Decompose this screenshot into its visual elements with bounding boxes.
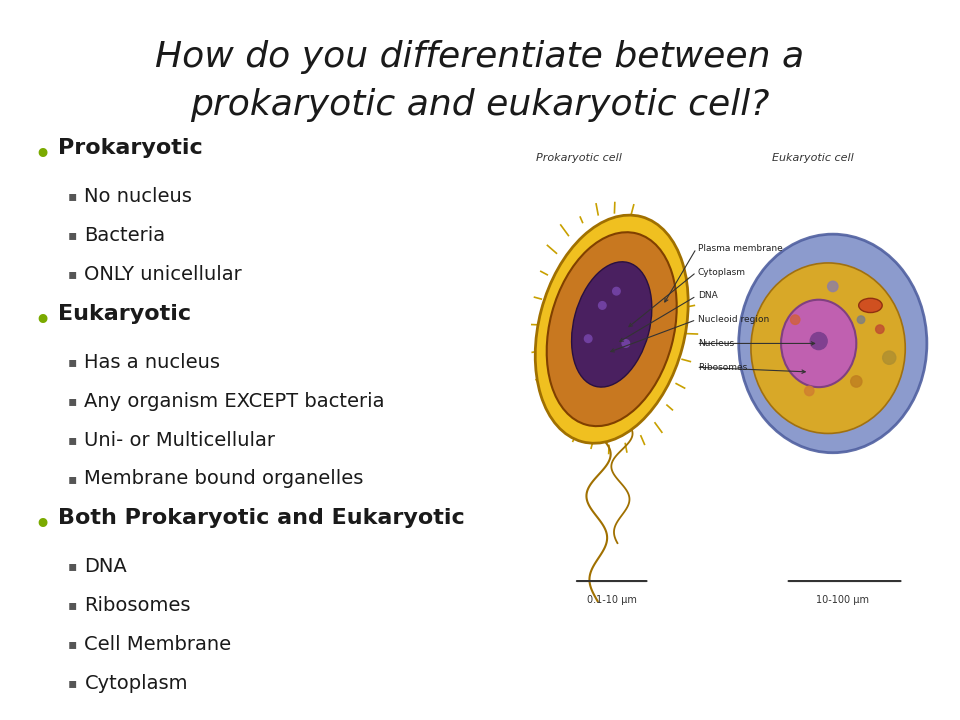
Text: Cytoplasm: Cytoplasm [698, 268, 746, 276]
Circle shape [790, 315, 800, 325]
Ellipse shape [858, 298, 882, 312]
Text: ▪: ▪ [68, 267, 78, 281]
Circle shape [857, 316, 865, 323]
Text: DNA: DNA [698, 292, 717, 300]
Text: ▪: ▪ [68, 433, 78, 446]
Ellipse shape [781, 300, 856, 387]
Text: Both Prokaryotic and Eukaryotic: Both Prokaryotic and Eukaryotic [58, 508, 465, 528]
Circle shape [851, 376, 862, 387]
Ellipse shape [536, 215, 688, 444]
Ellipse shape [738, 234, 927, 453]
Text: ▪: ▪ [68, 228, 78, 242]
Text: Plasma membrane: Plasma membrane [698, 244, 782, 253]
Text: How do you differentiate between a: How do you differentiate between a [156, 40, 804, 73]
Text: Prokaryotic cell: Prokaryotic cell [537, 153, 622, 163]
Text: Membrane bound organelles: Membrane bound organelles [84, 469, 364, 488]
Text: ▪: ▪ [68, 676, 78, 690]
Text: 10-100 µm: 10-100 µm [816, 595, 869, 606]
Text: ▪: ▪ [68, 637, 78, 651]
Ellipse shape [751, 263, 905, 433]
Circle shape [876, 325, 884, 333]
Circle shape [612, 287, 620, 295]
Text: No nucleus: No nucleus [84, 187, 192, 206]
Text: 0.1-10 µm: 0.1-10 µm [587, 595, 636, 606]
Circle shape [882, 351, 896, 364]
Circle shape [828, 282, 838, 292]
Text: Prokaryotic: Prokaryotic [58, 138, 203, 158]
Text: ▪: ▪ [68, 394, 78, 408]
Text: Cytoplasm: Cytoplasm [84, 674, 188, 693]
Text: Bacteria: Bacteria [84, 226, 166, 245]
Text: Uni- or Multicellular: Uni- or Multicellular [84, 431, 276, 449]
Ellipse shape [546, 233, 677, 426]
Text: ▪: ▪ [68, 598, 78, 612]
Text: ▪: ▪ [68, 355, 78, 369]
Text: •: • [34, 141, 52, 170]
Text: Ribosomes: Ribosomes [84, 596, 191, 615]
Circle shape [598, 302, 606, 309]
Text: Has a nucleus: Has a nucleus [84, 353, 221, 372]
Ellipse shape [571, 262, 652, 387]
Circle shape [804, 386, 814, 396]
Text: ▪: ▪ [68, 189, 78, 203]
Text: ▪: ▪ [68, 472, 78, 485]
Text: Nucleus: Nucleus [698, 339, 734, 348]
Text: ONLY unicellular: ONLY unicellular [84, 265, 242, 284]
Text: •: • [34, 307, 52, 336]
Text: DNA: DNA [84, 557, 128, 576]
Text: Cell Membrane: Cell Membrane [84, 635, 231, 654]
Circle shape [622, 340, 630, 347]
Text: Any organism EXCEPT bacteria: Any organism EXCEPT bacteria [84, 392, 385, 410]
Circle shape [585, 335, 592, 343]
Text: prokaryotic and eukaryotic cell?: prokaryotic and eukaryotic cell? [190, 88, 770, 122]
Text: Eukaryotic cell: Eukaryotic cell [772, 153, 853, 163]
Text: Nucleoid region: Nucleoid region [698, 315, 769, 324]
Circle shape [810, 333, 828, 350]
Text: ▪: ▪ [68, 559, 78, 573]
Text: Ribosomes: Ribosomes [698, 363, 747, 372]
Text: Eukaryotic: Eukaryotic [58, 304, 191, 324]
Text: •: • [34, 511, 52, 540]
